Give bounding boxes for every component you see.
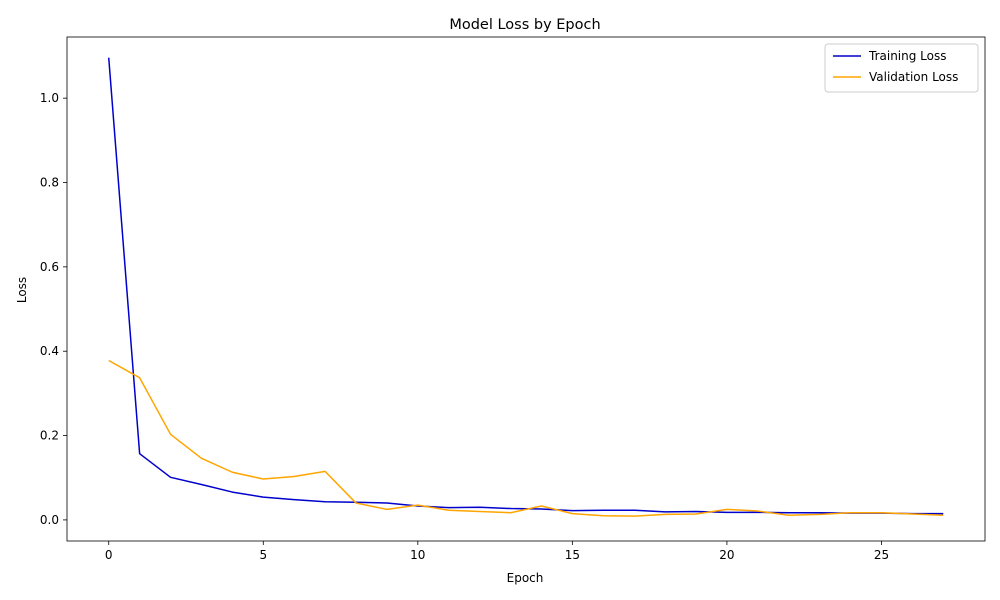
- legend-box: [824, 43, 979, 93]
- legend-label-0: Training Loss: [868, 49, 946, 63]
- y-tick-label: 0.4: [40, 344, 59, 358]
- legend: Training Loss Validation Loss: [824, 43, 979, 93]
- x-tick-label: 20: [719, 548, 734, 562]
- x-tick-label: 15: [565, 548, 580, 562]
- series-line-1: [108, 359, 944, 517]
- series-line-0: [107, 57, 944, 515]
- y-tick-label: 0.6: [40, 260, 59, 274]
- plot-lines: [107, 57, 944, 517]
- x-tick-label: 10: [410, 548, 425, 562]
- x-tick-label: 5: [259, 548, 267, 562]
- y-tick-label: 0.8: [40, 176, 59, 190]
- chart-title: Model Loss by Epoch: [449, 17, 600, 33]
- y-axis-label: Loss: [15, 277, 29, 303]
- x-tick-label: 0: [105, 548, 113, 562]
- x-axis-label: Epoch: [507, 571, 544, 585]
- legend-label-1: Validation Loss: [869, 70, 958, 84]
- y-tick-label: 0.2: [40, 429, 59, 443]
- x-axis: 0 5 10 15 20 25: [105, 541, 889, 562]
- y-tick-label: 1.0: [40, 91, 59, 105]
- y-axis: 0.0 0.2 0.4 0.6 0.8 1.0: [40, 91, 67, 527]
- plot-frame: [66, 36, 986, 542]
- y-tick-label: 0.0: [40, 513, 59, 527]
- x-tick-label: 25: [874, 548, 889, 562]
